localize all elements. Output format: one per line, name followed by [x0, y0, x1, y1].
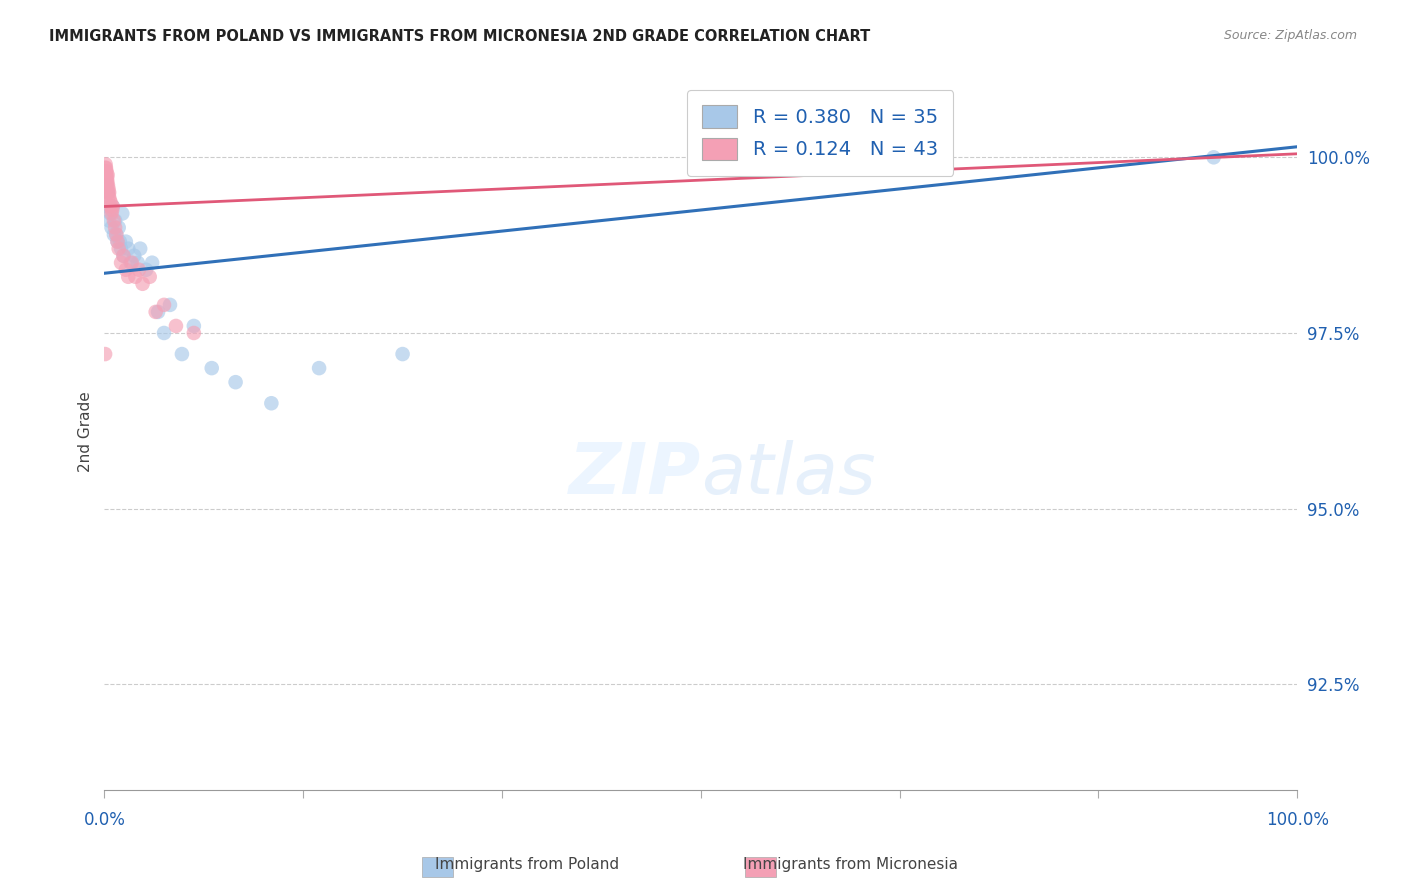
- Point: [124, 269, 146, 284]
- Point: [96, 178, 118, 193]
- Point: [104, 220, 127, 235]
- Point: [103, 213, 125, 227]
- Point: [112, 249, 135, 263]
- Point: [96, 178, 118, 193]
- Point: [94, 347, 117, 361]
- Point: [107, 242, 129, 256]
- Point: [107, 235, 129, 249]
- Point: [97, 182, 120, 196]
- Point: [94, 164, 117, 178]
- Point: [105, 227, 128, 242]
- Point: [110, 242, 132, 256]
- Point: [100, 220, 122, 235]
- Point: [129, 242, 152, 256]
- Point: [122, 249, 145, 263]
- Point: [308, 361, 330, 376]
- Point: [138, 269, 160, 284]
- Point: [170, 347, 193, 361]
- Point: [103, 227, 125, 242]
- Point: [127, 256, 149, 270]
- Point: [98, 199, 121, 213]
- Text: 100.0%: 100.0%: [1265, 811, 1329, 829]
- Point: [96, 199, 118, 213]
- Point: [96, 171, 118, 186]
- Point: [105, 227, 128, 242]
- Point: [135, 262, 157, 277]
- Point: [1202, 150, 1225, 164]
- Point: [153, 298, 176, 312]
- Legend: R = 0.380   N = 35, R = 0.124   N = 43: R = 0.380 N = 35, R = 0.124 N = 43: [686, 90, 953, 176]
- Point: [97, 178, 120, 193]
- Point: [97, 189, 120, 203]
- Point: [165, 318, 187, 333]
- Point: [94, 161, 117, 175]
- Point: [107, 220, 129, 235]
- Text: Immigrants from Micronesia: Immigrants from Micronesia: [744, 857, 957, 872]
- Point: [97, 186, 120, 200]
- Point: [97, 168, 120, 182]
- Point: [104, 213, 127, 227]
- Point: [117, 269, 139, 284]
- Point: [96, 171, 118, 186]
- Point: [110, 256, 132, 270]
- Point: [145, 305, 167, 319]
- Text: atlas: atlas: [700, 440, 876, 508]
- Point: [153, 326, 176, 340]
- Point: [128, 262, 150, 277]
- Point: [112, 249, 135, 263]
- Point: [107, 235, 129, 249]
- Point: [98, 206, 121, 220]
- Text: 0.0%: 0.0%: [83, 811, 125, 829]
- Point: [98, 213, 121, 227]
- Point: [101, 199, 124, 213]
- Point: [108, 235, 131, 249]
- Point: [94, 161, 117, 175]
- Point: [121, 256, 143, 270]
- Point: [98, 186, 121, 200]
- Point: [96, 164, 118, 178]
- Point: [183, 318, 205, 333]
- Point: [183, 326, 205, 340]
- Point: [159, 298, 181, 312]
- Point: [94, 168, 117, 182]
- Y-axis label: 2nd Grade: 2nd Grade: [79, 391, 93, 472]
- Point: [100, 196, 122, 211]
- Point: [94, 157, 117, 171]
- Point: [225, 375, 247, 389]
- Point: [115, 235, 138, 249]
- Point: [391, 347, 413, 361]
- Text: Immigrants from Poland: Immigrants from Poland: [436, 857, 619, 872]
- Point: [117, 242, 139, 256]
- Point: [101, 202, 124, 217]
- Point: [141, 256, 163, 270]
- Point: [146, 305, 169, 319]
- Point: [96, 168, 118, 182]
- Point: [96, 175, 118, 189]
- Point: [131, 277, 153, 291]
- Point: [201, 361, 224, 376]
- Point: [111, 206, 134, 220]
- Point: [97, 186, 120, 200]
- Point: [100, 206, 122, 220]
- Point: [98, 193, 121, 207]
- Text: ZIP: ZIP: [568, 440, 700, 508]
- Point: [115, 262, 138, 277]
- Point: [120, 256, 142, 270]
- Point: [260, 396, 283, 410]
- Text: IMMIGRANTS FROM POLAND VS IMMIGRANTS FROM MICRONESIA 2ND GRADE CORRELATION CHART: IMMIGRANTS FROM POLAND VS IMMIGRANTS FRO…: [49, 29, 870, 44]
- Text: Source: ZipAtlas.com: Source: ZipAtlas.com: [1223, 29, 1357, 42]
- Point: [101, 199, 124, 213]
- Point: [96, 175, 118, 189]
